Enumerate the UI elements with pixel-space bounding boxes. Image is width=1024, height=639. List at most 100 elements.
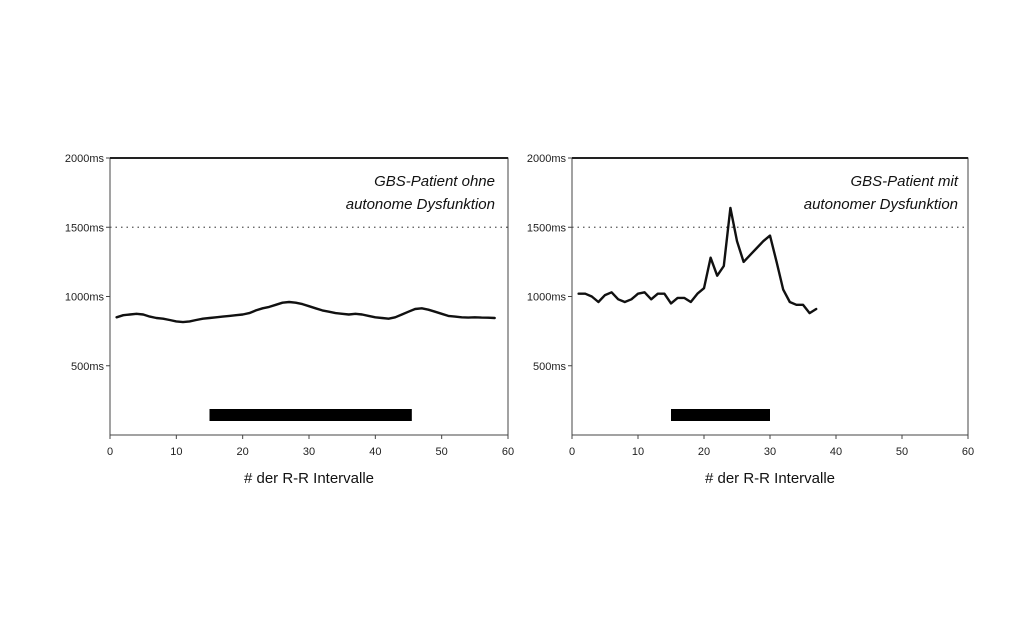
data-point	[294, 301, 297, 304]
x-tick-label: 20	[698, 446, 710, 458]
data-point	[689, 301, 692, 303]
data-point	[301, 303, 304, 305]
data-point	[328, 310, 330, 313]
data-point	[637, 292, 639, 295]
x-tick-label: 60	[502, 446, 514, 458]
data-point	[736, 240, 738, 243]
data-point	[663, 292, 666, 295]
data-point	[440, 312, 443, 315]
panel-annotation-line: GBS-Patient ohne	[374, 173, 495, 190]
x-tick-label: 20	[237, 446, 249, 458]
x-tick-label: 0	[107, 446, 113, 458]
y-tick-label: 1500ms	[65, 222, 105, 234]
x-tick-label: 0	[569, 446, 575, 458]
data-point	[175, 320, 178, 323]
data-point	[447, 315, 450, 317]
x-tick-label: 60	[962, 446, 974, 458]
y-tick-label: 500ms	[71, 361, 105, 373]
data-point	[221, 315, 224, 318]
x-tick-label: 40	[830, 446, 842, 458]
data-point	[604, 294, 606, 296]
data-point	[274, 303, 277, 306]
data-point	[202, 317, 204, 320]
data-point	[617, 298, 620, 301]
y-tick-label: 1000ms	[527, 292, 567, 304]
data-point	[129, 313, 131, 316]
x-tick-label: 10	[632, 446, 644, 458]
x-tick-label: 30	[764, 446, 776, 458]
data-point	[367, 315, 370, 317]
data-point	[577, 292, 580, 295]
data-point	[643, 291, 646, 294]
data-point	[148, 315, 151, 318]
data-point	[729, 207, 732, 209]
data-point	[414, 308, 416, 310]
data-point	[341, 312, 344, 315]
series-line-rr-interval	[115, 300, 496, 324]
data-point	[584, 292, 587, 295]
data-point	[656, 292, 659, 295]
data-point	[401, 313, 403, 316]
data-point	[248, 312, 251, 314]
data-point	[597, 301, 600, 303]
data-point	[168, 319, 171, 321]
data-point	[420, 307, 423, 310]
data-point	[808, 312, 811, 314]
data-point	[155, 317, 158, 319]
x-tick-label: 50	[896, 446, 908, 458]
data-point	[709, 256, 712, 259]
data-point	[755, 247, 758, 249]
data-point	[630, 298, 633, 301]
x-axis-label: # der R-R Intervalle	[705, 470, 835, 487]
data-point	[427, 308, 430, 311]
data-point	[434, 310, 436, 313]
data-point	[716, 274, 719, 277]
data-point	[162, 317, 165, 320]
data-point	[460, 316, 463, 319]
data-point	[361, 313, 363, 316]
data-point	[467, 316, 470, 319]
data-point	[623, 301, 626, 303]
data-point	[208, 317, 211, 319]
data-point	[241, 313, 244, 316]
data-point	[334, 312, 337, 314]
data-point	[703, 287, 705, 290]
data-point	[308, 305, 310, 308]
data-point	[135, 312, 138, 315]
data-point	[381, 317, 383, 319]
data-point	[255, 309, 257, 312]
data-point	[683, 297, 686, 299]
series-line-rr-interval	[577, 206, 818, 315]
data-point	[354, 312, 357, 315]
x-tick-label: 40	[369, 446, 381, 458]
panel-annotation-line: autonomer Dysfunktion	[804, 196, 958, 213]
y-tick-label: 2000ms	[527, 153, 567, 165]
data-point	[387, 317, 390, 320]
data-point	[676, 297, 679, 299]
y-tick-label: 1500ms	[527, 222, 567, 234]
x-tick-label: 50	[436, 446, 448, 458]
data-point	[115, 316, 118, 319]
data-point	[650, 298, 653, 301]
x-tick-label: 10	[170, 446, 182, 458]
data-point	[742, 261, 745, 263]
data-point	[696, 292, 699, 295]
data-point	[235, 314, 237, 317]
data-point	[347, 313, 350, 316]
data-point	[122, 314, 125, 317]
y-tick-label: 500ms	[533, 361, 567, 373]
data-point	[815, 308, 818, 310]
data-point	[610, 291, 613, 294]
data-point	[590, 295, 593, 298]
data-point	[788, 301, 791, 303]
data-point	[722, 265, 725, 267]
panel-annotation-line: GBS-Patient mit	[850, 173, 958, 190]
data-point	[182, 321, 184, 323]
data-point	[394, 316, 397, 319]
data-point	[769, 234, 771, 237]
data-point	[802, 303, 804, 306]
data-point	[195, 319, 198, 321]
data-point	[473, 316, 476, 319]
data-point	[762, 240, 765, 243]
